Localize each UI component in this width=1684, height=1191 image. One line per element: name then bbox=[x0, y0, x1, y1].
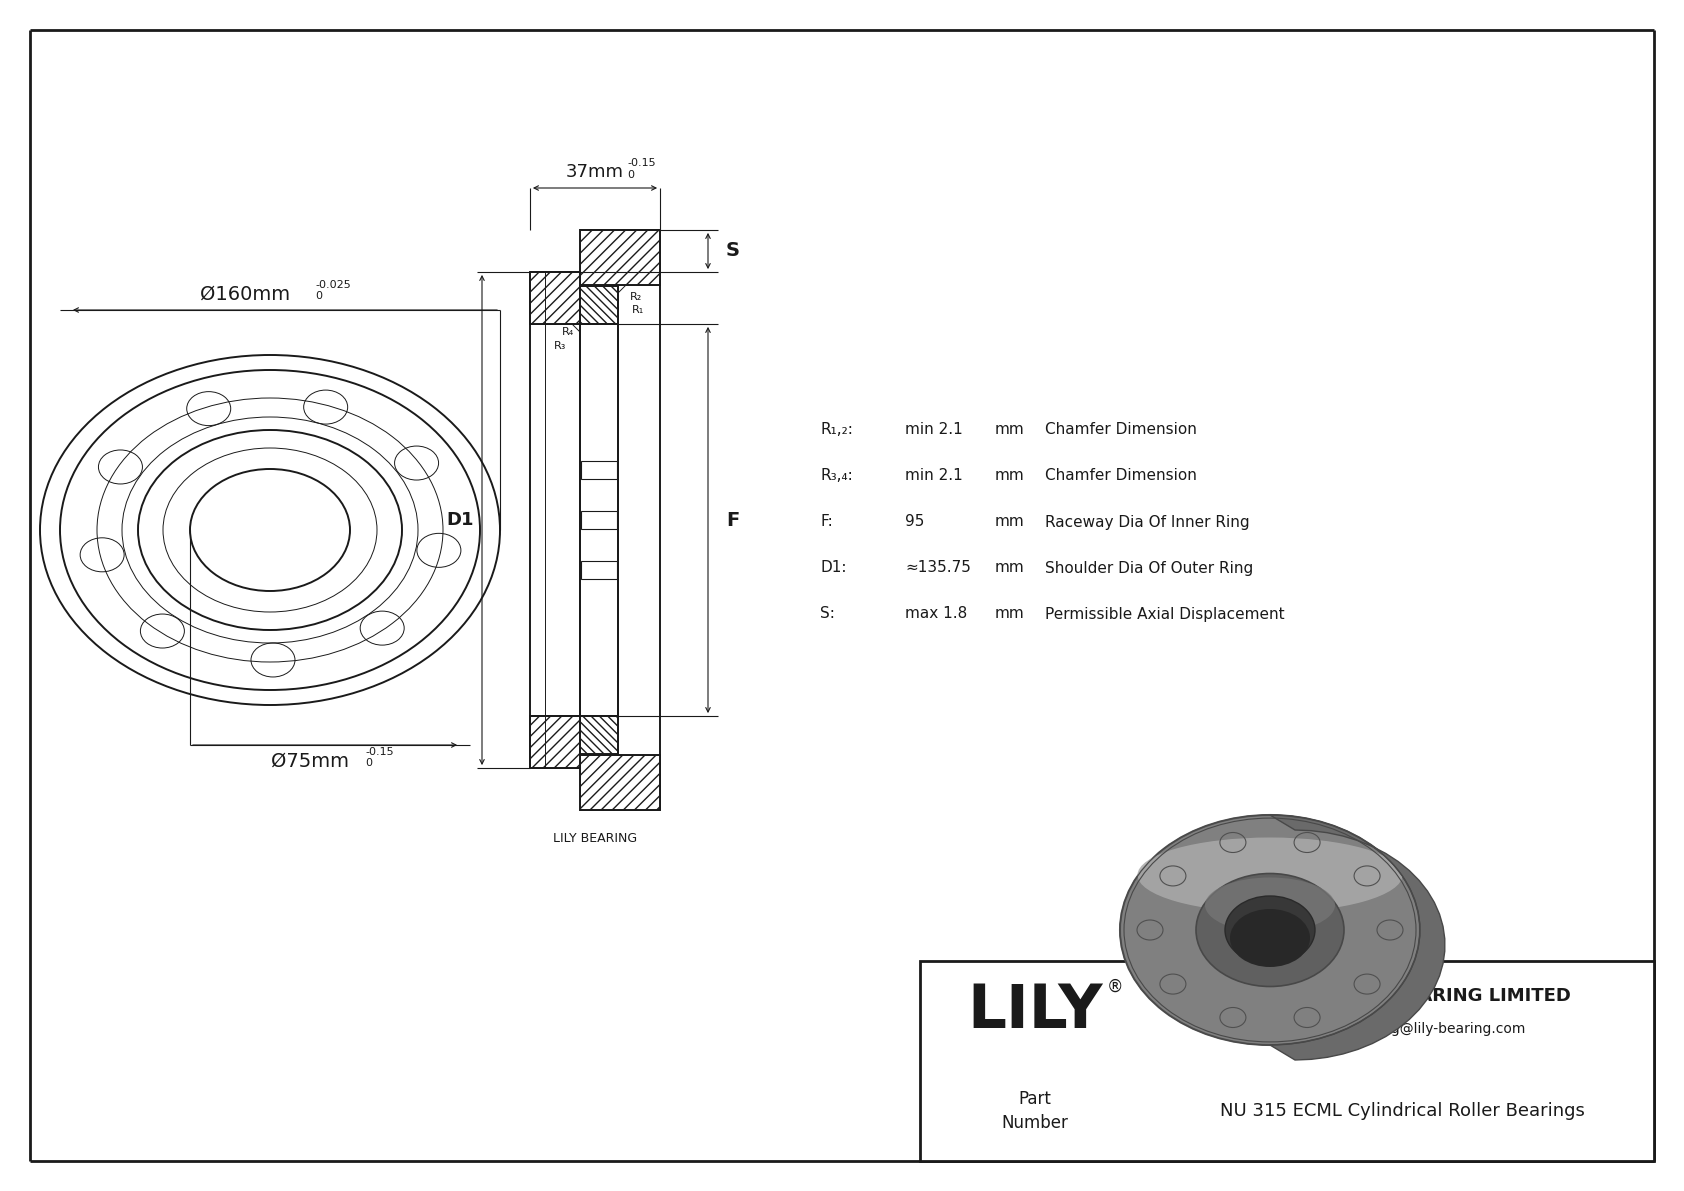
Text: 37mm: 37mm bbox=[566, 163, 625, 181]
Bar bbox=[530, 272, 579, 324]
Text: Ø160mm: Ø160mm bbox=[200, 285, 290, 304]
Ellipse shape bbox=[1229, 909, 1310, 967]
Text: 95: 95 bbox=[904, 515, 925, 530]
Polygon shape bbox=[1270, 815, 1445, 1060]
Text: Raceway Dia Of Inner Ring: Raceway Dia Of Inner Ring bbox=[1046, 515, 1250, 530]
Text: F:: F: bbox=[820, 515, 834, 530]
Text: NU 315 ECML Cylindrical Roller Bearings: NU 315 ECML Cylindrical Roller Bearings bbox=[1219, 1102, 1585, 1120]
Text: R₃: R₃ bbox=[554, 341, 566, 351]
Bar bbox=[530, 272, 579, 324]
Text: min 2.1: min 2.1 bbox=[904, 468, 963, 484]
Ellipse shape bbox=[1137, 837, 1403, 912]
Bar bbox=[919, 961, 1654, 1161]
Text: Email: lilybearing@lily-bearing.com: Email: lilybearing@lily-bearing.com bbox=[1278, 1022, 1526, 1036]
Text: D1:: D1: bbox=[820, 561, 847, 575]
Text: -0.15: -0.15 bbox=[626, 158, 655, 168]
Bar bbox=[530, 716, 579, 768]
Text: mm: mm bbox=[995, 561, 1026, 575]
Text: R₁,₂:: R₁,₂: bbox=[820, 423, 852, 437]
Text: ®: ® bbox=[1106, 978, 1123, 996]
Text: D1: D1 bbox=[446, 511, 473, 529]
Text: Ø75mm: Ø75mm bbox=[271, 752, 349, 771]
Bar bbox=[581, 461, 616, 479]
Text: S:: S: bbox=[820, 606, 835, 622]
Bar bbox=[581, 561, 616, 579]
Text: LILY: LILY bbox=[967, 981, 1103, 1041]
Text: 0: 0 bbox=[626, 170, 633, 180]
Text: mm: mm bbox=[995, 423, 1026, 437]
Text: mm: mm bbox=[995, 468, 1026, 484]
Bar bbox=[579, 755, 660, 810]
Text: R₃,₄:: R₃,₄: bbox=[820, 468, 852, 484]
Text: R₄: R₄ bbox=[562, 328, 574, 337]
Bar bbox=[579, 286, 618, 324]
Text: Chamfer Dimension: Chamfer Dimension bbox=[1046, 423, 1197, 437]
Ellipse shape bbox=[1224, 896, 1315, 964]
Text: F: F bbox=[726, 511, 739, 530]
Text: Shoulder Dia Of Outer Ring: Shoulder Dia Of Outer Ring bbox=[1046, 561, 1253, 575]
Text: 0: 0 bbox=[365, 757, 372, 768]
Text: max 1.8: max 1.8 bbox=[904, 606, 967, 622]
Bar bbox=[579, 716, 618, 754]
Bar bbox=[530, 716, 579, 768]
Text: -0.15: -0.15 bbox=[365, 747, 394, 757]
Text: mm: mm bbox=[995, 606, 1026, 622]
Text: ≈135.75: ≈135.75 bbox=[904, 561, 972, 575]
Bar bbox=[579, 230, 660, 285]
Ellipse shape bbox=[1120, 815, 1420, 1045]
Text: mm: mm bbox=[995, 515, 1026, 530]
Text: 0: 0 bbox=[315, 291, 322, 301]
Text: min 2.1: min 2.1 bbox=[904, 423, 963, 437]
Bar bbox=[579, 286, 618, 324]
Text: LILY BEARING: LILY BEARING bbox=[552, 831, 637, 844]
Ellipse shape bbox=[1206, 878, 1335, 933]
Bar bbox=[579, 230, 660, 285]
Text: S: S bbox=[726, 242, 739, 261]
Text: SHANGHAI LILY BEARING LIMITED: SHANGHAI LILY BEARING LIMITED bbox=[1233, 987, 1571, 1005]
Ellipse shape bbox=[1196, 873, 1344, 986]
Text: Permissible Axial Displacement: Permissible Axial Displacement bbox=[1046, 606, 1285, 622]
Text: R₂: R₂ bbox=[630, 292, 642, 303]
Text: R₁: R₁ bbox=[632, 305, 645, 314]
Bar bbox=[581, 511, 616, 529]
Bar bbox=[579, 716, 618, 754]
Text: -0.025: -0.025 bbox=[315, 280, 350, 289]
Text: Part
Number: Part Number bbox=[1002, 1090, 1068, 1133]
Text: Chamfer Dimension: Chamfer Dimension bbox=[1046, 468, 1197, 484]
Bar bbox=[579, 755, 660, 810]
